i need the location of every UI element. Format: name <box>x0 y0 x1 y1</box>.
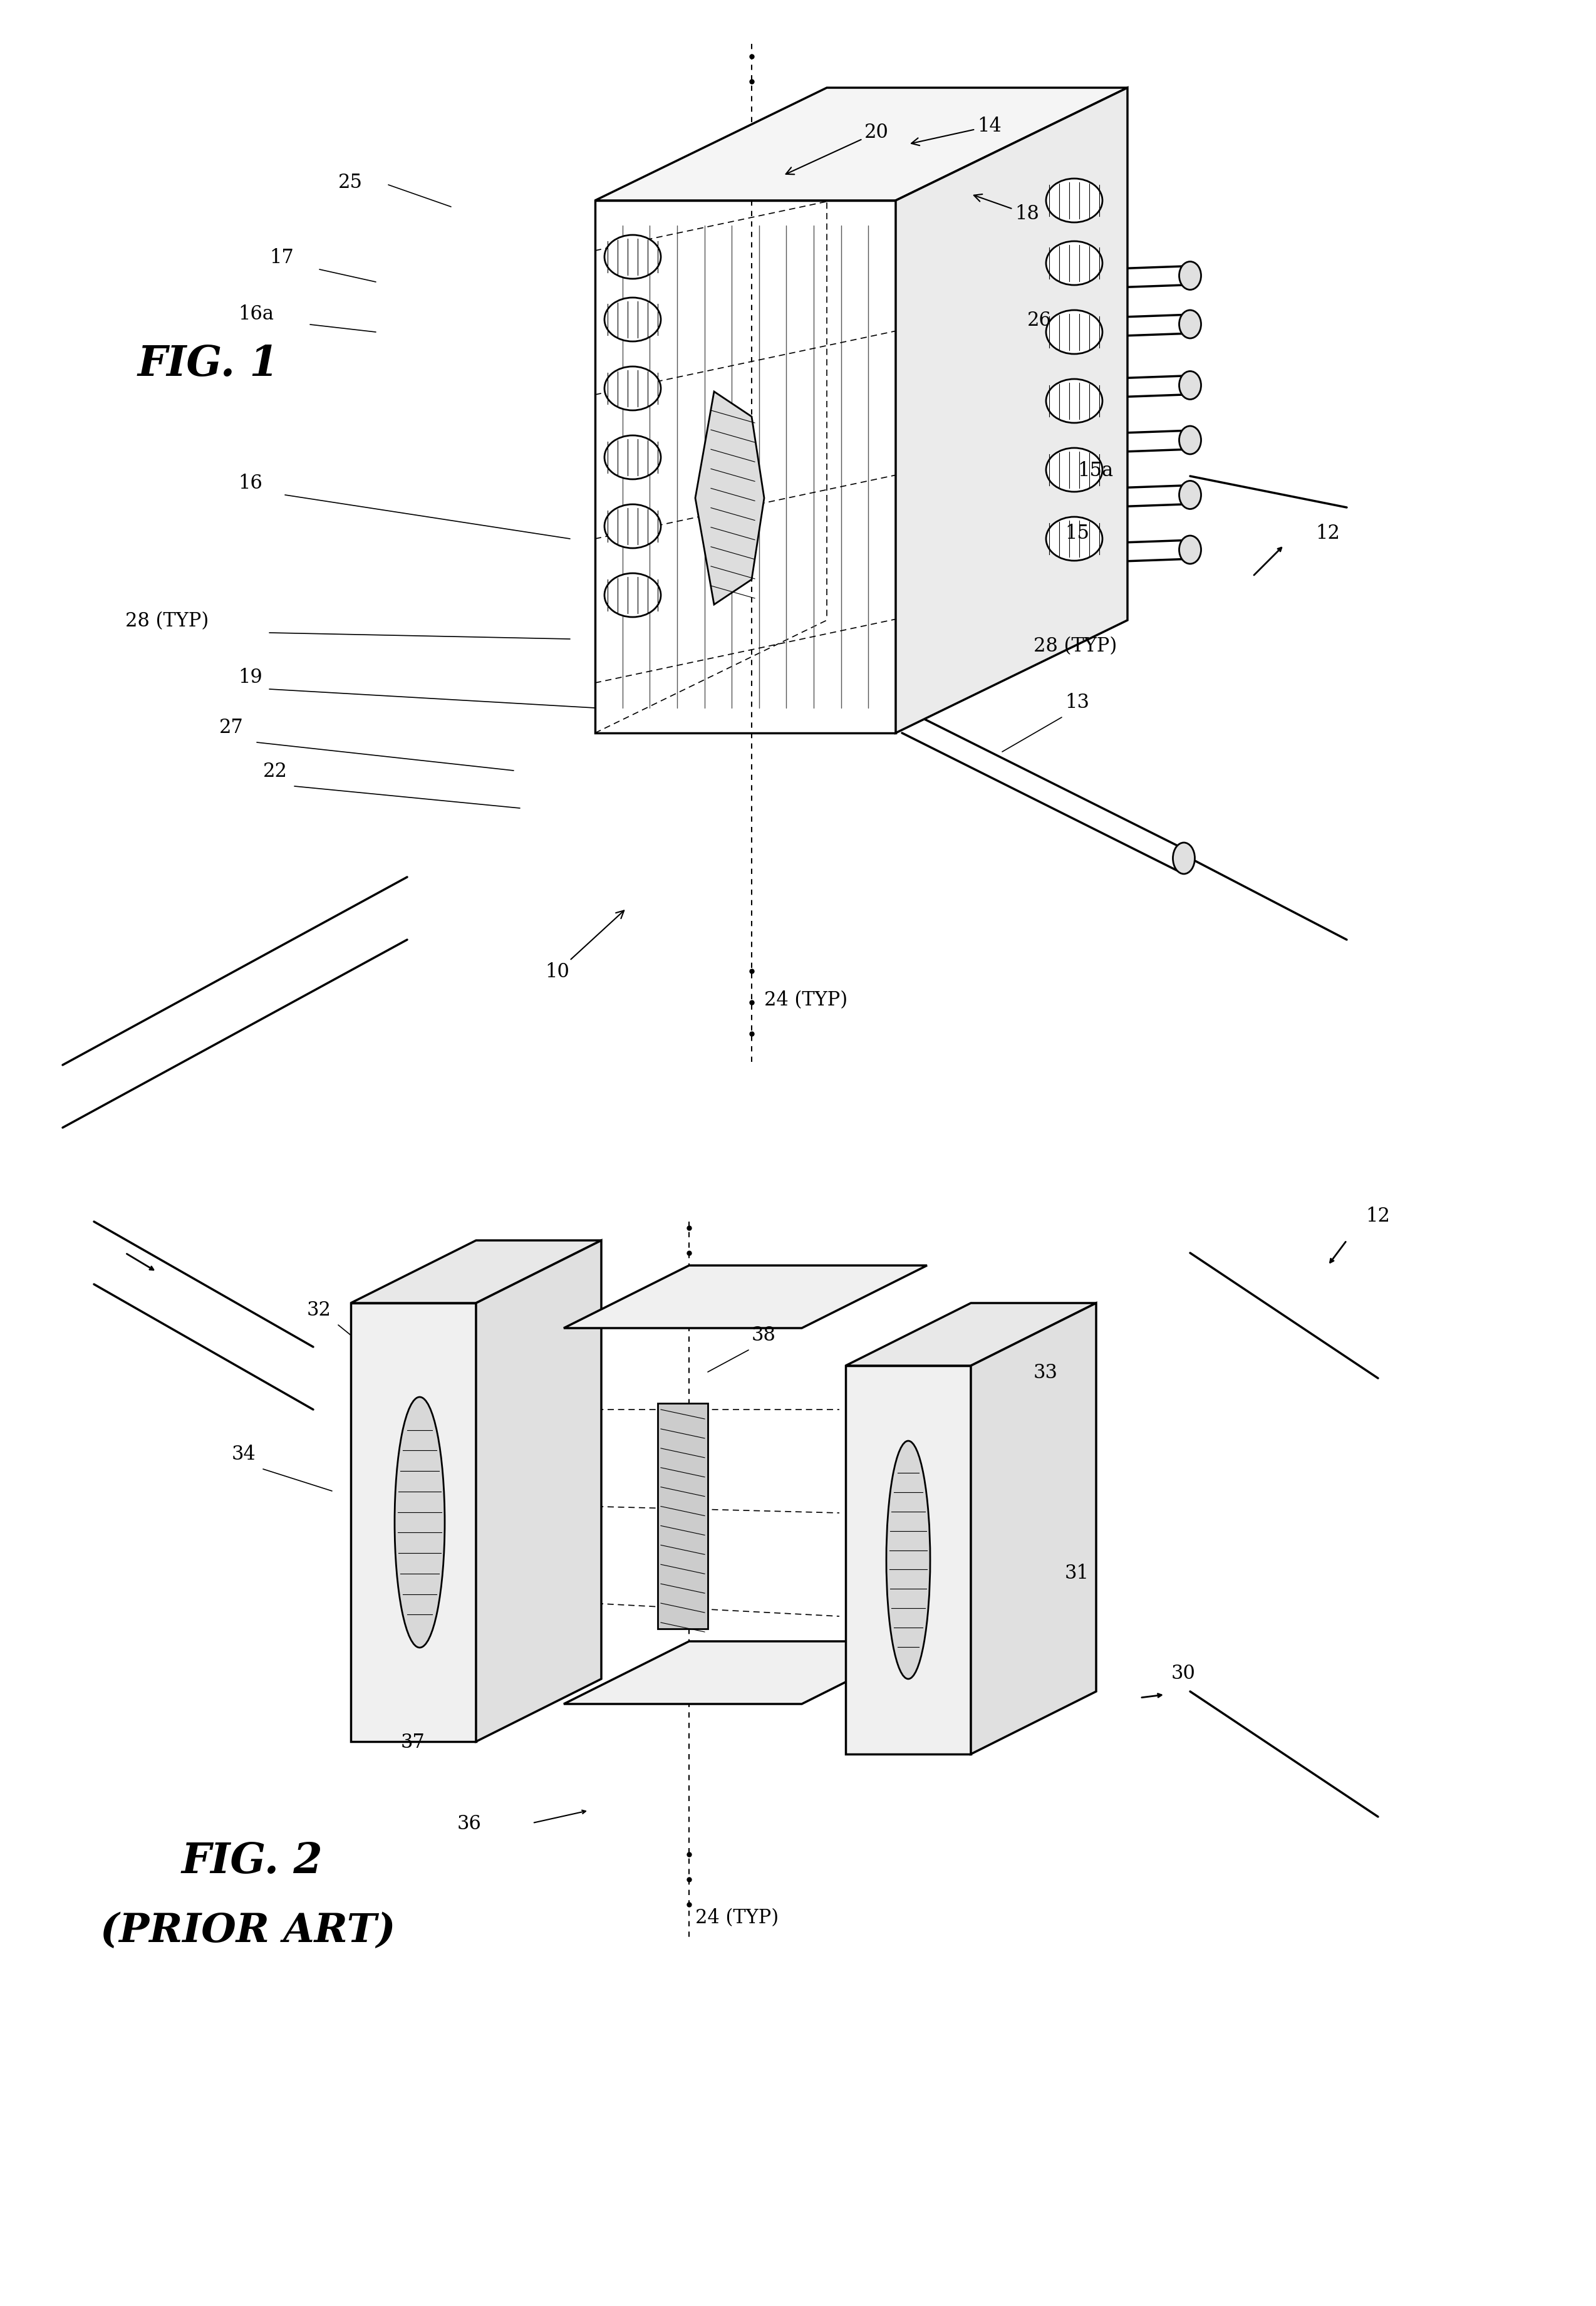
Text: 28 (TYP): 28 (TYP) <box>124 611 209 632</box>
Ellipse shape <box>605 367 661 410</box>
Text: 12: 12 <box>1315 523 1339 544</box>
Ellipse shape <box>1045 309 1103 353</box>
Ellipse shape <box>1045 517 1103 560</box>
Text: 24 (TYP): 24 (TYP) <box>764 992 847 1010</box>
Polygon shape <box>895 88 1127 733</box>
Polygon shape <box>476 1241 602 1741</box>
Text: 12: 12 <box>1366 1206 1390 1227</box>
Text: 15: 15 <box>1065 523 1088 544</box>
Text: FIG. 1: FIG. 1 <box>137 344 279 385</box>
Text: 34: 34 <box>231 1444 255 1464</box>
Ellipse shape <box>886 1441 930 1679</box>
Ellipse shape <box>605 297 661 341</box>
Text: 19: 19 <box>238 669 262 687</box>
Text: 33: 33 <box>1034 1363 1058 1384</box>
Text: 20: 20 <box>785 122 889 175</box>
Polygon shape <box>563 1642 927 1704</box>
Text: 38: 38 <box>752 1326 776 1344</box>
Text: (PRIOR ART): (PRIOR ART) <box>101 1912 396 1951</box>
Ellipse shape <box>1045 378 1103 422</box>
Ellipse shape <box>605 235 661 279</box>
Text: 14: 14 <box>911 118 1001 145</box>
Ellipse shape <box>1179 427 1202 454</box>
Ellipse shape <box>605 505 661 549</box>
Text: 27: 27 <box>219 717 244 738</box>
Ellipse shape <box>605 574 661 618</box>
Ellipse shape <box>1179 309 1202 339</box>
Text: 16: 16 <box>238 473 262 493</box>
Text: 10: 10 <box>544 911 624 982</box>
Polygon shape <box>351 1303 476 1741</box>
Text: 18: 18 <box>974 194 1039 224</box>
Polygon shape <box>351 1241 602 1303</box>
Text: 26: 26 <box>1028 311 1052 330</box>
Ellipse shape <box>1045 447 1103 491</box>
Text: 17: 17 <box>270 249 294 267</box>
Polygon shape <box>846 1365 970 1755</box>
Text: 16a: 16a <box>238 304 275 323</box>
Text: 25: 25 <box>338 173 362 191</box>
Ellipse shape <box>1045 242 1103 286</box>
Text: 28 (TYP): 28 (TYP) <box>1034 636 1117 655</box>
Text: 36: 36 <box>456 1815 482 1833</box>
Polygon shape <box>595 88 1127 201</box>
Polygon shape <box>846 1303 1096 1365</box>
Ellipse shape <box>1179 371 1202 399</box>
Text: 30: 30 <box>1171 1665 1195 1683</box>
Polygon shape <box>970 1303 1096 1755</box>
Ellipse shape <box>394 1397 445 1646</box>
Ellipse shape <box>605 436 661 480</box>
Text: 31: 31 <box>1065 1563 1088 1582</box>
Polygon shape <box>658 1404 707 1628</box>
Text: 32: 32 <box>306 1301 332 1319</box>
Polygon shape <box>563 1266 927 1328</box>
Text: 24 (TYP): 24 (TYP) <box>696 1907 779 1928</box>
Ellipse shape <box>1179 261 1202 291</box>
Ellipse shape <box>1179 482 1202 510</box>
Text: FIG. 2: FIG. 2 <box>182 1840 322 1882</box>
Ellipse shape <box>1045 178 1103 221</box>
Text: 37: 37 <box>401 1732 425 1753</box>
Polygon shape <box>696 392 764 604</box>
Text: 15a: 15a <box>1077 461 1112 480</box>
Ellipse shape <box>1173 842 1195 874</box>
Text: 22: 22 <box>263 761 287 782</box>
Text: 13: 13 <box>1065 692 1088 713</box>
Ellipse shape <box>1179 535 1202 563</box>
